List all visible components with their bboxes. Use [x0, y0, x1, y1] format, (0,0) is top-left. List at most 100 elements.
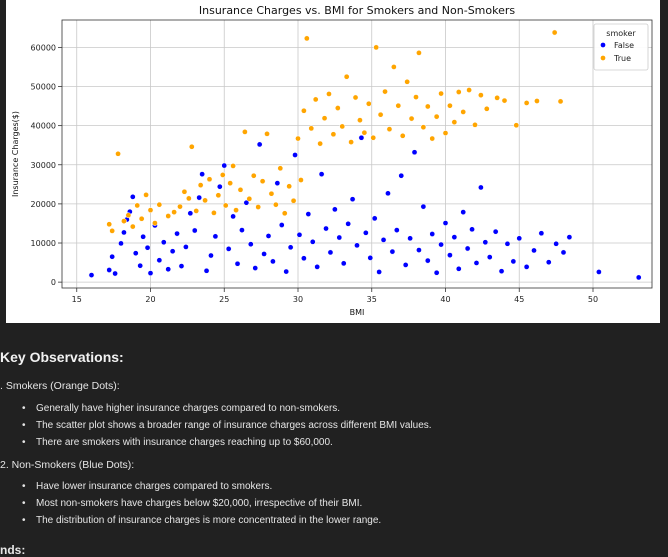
data-point-true	[295, 135, 301, 142]
data-point-true	[404, 78, 410, 85]
data-point-false	[156, 257, 163, 264]
data-point-false	[345, 220, 351, 227]
data-point-true	[420, 124, 427, 131]
data-point-false	[243, 199, 250, 206]
data-point-false	[314, 264, 321, 270]
data-point-true	[273, 201, 279, 208]
legend-label-false: False	[614, 41, 634, 50]
data-point-false	[178, 263, 185, 269]
data-point-true	[246, 195, 253, 202]
data-point-false	[498, 268, 505, 275]
data-point-true	[125, 212, 132, 219]
data-point-false	[416, 247, 422, 253]
data-point-false	[469, 226, 475, 233]
data-point-false	[183, 244, 189, 250]
data-point-false	[283, 268, 290, 275]
data-point-false	[221, 162, 228, 169]
data-point-false	[212, 233, 219, 240]
data-point-false	[433, 269, 440, 276]
data-point-false	[464, 245, 471, 252]
x-tick-label: 40	[440, 295, 450, 304]
data-point-false	[336, 234, 343, 241]
data-point-true	[357, 117, 363, 124]
data-point-true	[416, 50, 422, 56]
data-point-true	[551, 29, 558, 36]
data-point-true	[177, 203, 183, 210]
data-point-false	[486, 254, 493, 260]
nonsmokers-section-title: 2. Non-Smokers (Blue Dots):	[0, 459, 135, 471]
data-point-true	[215, 192, 222, 199]
data-point-false	[367, 255, 374, 261]
data-point-false	[411, 149, 418, 156]
x-tick-label: 45	[514, 295, 524, 304]
data-point-false	[112, 270, 118, 277]
data-point-false	[309, 238, 316, 245]
data-point-false	[129, 193, 136, 200]
data-point-true	[433, 113, 440, 120]
data-point-false	[596, 269, 602, 275]
data-point-true	[429, 135, 436, 142]
x-tick-label: 20	[145, 295, 155, 304]
data-point-true	[451, 119, 458, 125]
data-point-true	[290, 197, 297, 204]
data-point-false	[234, 260, 241, 267]
data-point-true	[115, 150, 121, 157]
x-tick-label: 30	[293, 295, 303, 304]
data-point-true	[202, 197, 208, 204]
data-point-false	[492, 228, 499, 235]
data-point-true	[188, 143, 195, 150]
data-point-true	[211, 210, 217, 216]
data-point-false	[332, 206, 338, 213]
data-point-false	[174, 230, 180, 237]
smokers-section-title: . Smokers (Orange Dots):	[0, 380, 120, 392]
data-point-true	[460, 109, 467, 115]
data-point-false	[385, 190, 391, 197]
data-point-false	[225, 246, 232, 252]
data-point-true	[230, 163, 236, 169]
smokers-bullet-3: There are smokers with insurance charges…	[22, 437, 333, 448]
data-point-true	[326, 91, 332, 97]
data-point-true	[408, 115, 415, 122]
data-point-true	[399, 132, 406, 139]
data-point-true	[181, 188, 188, 195]
legend-marker-false	[600, 42, 606, 48]
data-point-false	[402, 262, 409, 268]
data-point-false	[447, 252, 453, 258]
data-point-false	[265, 233, 272, 239]
data-point-false	[460, 209, 467, 215]
data-point-true	[301, 107, 307, 114]
data-point-false	[292, 152, 298, 158]
data-point-false	[538, 230, 545, 237]
data-point-true	[304, 35, 310, 42]
data-point-false	[438, 241, 444, 248]
data-point-true	[186, 195, 192, 202]
data-point-false	[478, 184, 484, 191]
data-point-true	[513, 122, 520, 129]
legend-label-true: True	[613, 54, 631, 63]
data-point-false	[323, 225, 329, 232]
plot-frame	[61, 19, 653, 289]
data-point-true	[348, 139, 354, 145]
data-point-true	[250, 172, 257, 179]
y-tick-label: 60000	[31, 43, 56, 52]
data-point-false	[455, 265, 462, 272]
data-point-true	[233, 207, 239, 213]
smokers-bullet-1: Generally have higher insurance charges …	[22, 403, 340, 414]
data-point-true	[370, 134, 377, 141]
x-tick-label: 35	[367, 295, 377, 304]
data-point-false	[420, 203, 427, 210]
data-point-true	[382, 88, 388, 95]
data-point-false	[187, 210, 194, 217]
data-point-true	[365, 100, 372, 107]
data-point-false	[191, 227, 198, 234]
data-point-true	[334, 105, 341, 111]
data-point-true	[478, 92, 484, 98]
data-point-true	[286, 183, 292, 190]
data-point-true	[264, 131, 270, 137]
data-point-true	[466, 87, 472, 93]
data-point-true	[377, 111, 384, 118]
data-point-false	[160, 239, 167, 246]
data-point-false	[358, 134, 365, 141]
data-point-true	[129, 223, 136, 230]
data-point-false	[106, 267, 113, 273]
